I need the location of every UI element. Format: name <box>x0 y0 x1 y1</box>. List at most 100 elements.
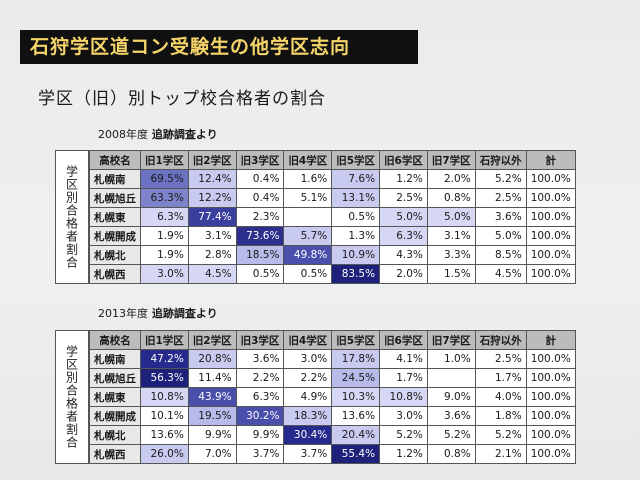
table-row: 札幌南 69.5% 12.4% 0.4% 1.6% 7.6% 1.2% 2.0% 5.2% 100… <box>89 169 576 189</box>
percent-cell: 5.2% <box>379 425 428 445</box>
column-header: 計 <box>525 150 576 170</box>
table-2008-body: 札幌南 69.5% 12.4% 0.4% 1.6% 7.6% 1.2% 2.0% 5.2% 100… <box>89 169 576 284</box>
percent-cell: 19.5% <box>187 406 237 426</box>
column-header: 旧7学区 <box>426 150 476 170</box>
school-name-cell: 札幌西 <box>89 444 141 464</box>
column-header: 旧7学区 <box>426 330 476 350</box>
percent-cell: 3.3% <box>426 245 476 265</box>
percent-cell: 17.8% <box>331 349 381 369</box>
table-row: 札幌旭丘 56.3% 11.4% 2.2% 2.2% 24.5% 1.7% 1.7% 100.0… <box>89 368 576 388</box>
percent-cell: 4.3% <box>379 245 428 265</box>
table-row: 札幌西 3.0% 4.5% 0.5% 0.5% 83.5% 2.0% 1.5% 4.5% 100.… <box>89 264 576 284</box>
percent-cell: 47.2% <box>140 349 189 369</box>
percent-cell: 4.5% <box>187 264 237 284</box>
percent-cell: 1.2% <box>379 169 428 189</box>
total-cell: 100.0% <box>525 368 576 388</box>
column-header: 旧6学区 <box>379 330 428 350</box>
percent-cell: 5.0% <box>379 207 428 227</box>
percent-cell: 2.5% <box>379 188 428 208</box>
percent-cell: 49.8% <box>283 245 333 265</box>
percent-cell: 5.7% <box>283 226 333 246</box>
percent-cell: 1.5% <box>426 264 476 284</box>
school-name-cell: 札幌北 <box>89 245 141 265</box>
percent-cell: 3.0% <box>283 349 333 369</box>
percent-cell: 0.5% <box>235 264 285 284</box>
school-name-cell: 札幌南 <box>89 349 141 369</box>
table-2013-side-label: 学区別合格者割合 <box>55 330 89 464</box>
table-2013: 高校名 旧1学区 旧2学区 旧3学区 旧4学区 旧5学区 旧6学区 旧7学区 石狩以外計 札幌南… <box>89 330 576 464</box>
percent-cell: 1.0% <box>426 349 476 369</box>
table-row: 札幌開成 10.1% 19.5% 30.2% 18.3% 13.6% 3.0% 3.6% 1.8… <box>89 406 576 426</box>
percent-cell: 10.3% <box>331 387 381 407</box>
percent-cell: 3.1% <box>426 226 476 246</box>
school-name-cell: 札幌開成 <box>89 406 141 426</box>
total-cell: 100.0% <box>525 226 576 246</box>
table-2013-source: 追跡調査より <box>151 307 218 320</box>
percent-cell: 1.2% <box>379 444 428 464</box>
school-name-cell: 札幌東 <box>89 207 141 227</box>
percent-cell: 13.1% <box>331 188 381 208</box>
percent-cell: 12.4% <box>187 169 237 189</box>
percent-cell: 5.2% <box>474 169 527 189</box>
percent-cell: 0.5% <box>331 207 381 227</box>
percent-cell: 3.6% <box>474 207 527 227</box>
percent-cell: 2.3% <box>235 207 285 227</box>
column-header: 高校名 <box>89 330 141 350</box>
percent-cell: 18.3% <box>283 406 333 426</box>
percent-cell: 2.2% <box>235 368 285 388</box>
table-2013-header-row: 高校名 旧1学区 旧2学区 旧3学区 旧4学区 旧5学区 旧6学区 旧7学区 石狩以外計 <box>89 330 576 350</box>
total-cell: 100.0% <box>525 425 576 445</box>
percent-cell: 9.0% <box>426 387 476 407</box>
table-2013-year: 2013年度 <box>98 307 148 320</box>
percent-cell: 10.8% <box>140 387 189 407</box>
percent-cell: 4.0% <box>474 387 527 407</box>
percent-cell: 0.8% <box>426 188 476 208</box>
school-name-cell: 札幌西 <box>89 264 141 284</box>
column-header: 高校名 <box>89 150 141 170</box>
percent-cell: 69.5% <box>140 169 189 189</box>
percent-cell: 3.7% <box>283 444 333 464</box>
school-name-cell: 札幌北 <box>89 425 141 445</box>
percent-cell: 55.4% <box>331 444 381 464</box>
percent-cell: 1.9% <box>140 226 189 246</box>
percent-cell: 4.9% <box>283 387 333 407</box>
percent-cell: 0.5% <box>283 264 333 284</box>
column-header: 旧4学区 <box>283 330 333 350</box>
column-header: 旧3学区 <box>235 330 285 350</box>
percent-cell: 43.9% <box>187 387 237 407</box>
percent-cell: 0.4% <box>235 169 285 189</box>
percent-cell: 10.9% <box>331 245 381 265</box>
column-header: 旧6学区 <box>379 150 428 170</box>
percent-cell: 3.6% <box>426 406 476 426</box>
percent-cell: 20.4% <box>331 425 381 445</box>
percent-cell: 24.5% <box>331 368 381 388</box>
percent-cell: 30.2% <box>235 406 285 426</box>
percent-cell: 2.8% <box>187 245 237 265</box>
percent-cell: 5.1% <box>283 188 333 208</box>
column-header: 旧4学区 <box>283 150 333 170</box>
percent-cell: 26.0% <box>140 444 189 464</box>
percent-cell: 5.2% <box>426 425 476 445</box>
column-header: 旧1学区 <box>140 150 189 170</box>
percent-cell: 5.0% <box>474 226 527 246</box>
percent-cell: 20.8% <box>187 349 237 369</box>
percent-cell <box>426 368 476 388</box>
percent-cell: 3.0% <box>140 264 189 284</box>
school-name-cell: 札幌南 <box>89 169 141 189</box>
percent-cell: 13.6% <box>331 406 381 426</box>
page-title: 石狩学区道コン受験生の他学区志向 <box>30 36 351 58</box>
section-subtitle: 学区（旧）別トップ校合格者の割合 <box>38 89 326 109</box>
percent-cell: 9.9% <box>235 425 285 445</box>
table-row: 札幌東 6.3% 77.4% 2.3% 0.5% 5.0% 5.0% 3.6% 100.0% <box>89 207 576 227</box>
table-2013-body: 札幌南 47.2% 20.8% 3.6% 3.0% 17.8% 4.1% 1.0% 2.5% 10… <box>89 349 576 464</box>
table-2008-header-row: 高校名 旧1学区 旧2学区 旧3学区 旧4学区 旧5学区 旧6学区 旧7学区 石狩以外計 <box>89 150 576 170</box>
table-row: 札幌北 13.6% 9.9% 9.9% 30.4% 20.4% 5.2% 5.2% 5.2% 10… <box>89 425 576 445</box>
side-label-text: 学区別合格者割合 <box>64 165 79 269</box>
percent-cell: 77.4% <box>187 207 237 227</box>
percent-cell: 1.9% <box>140 245 189 265</box>
table-2008: 高校名 旧1学区 旧2学区 旧3学区 旧4学区 旧5学区 旧6学区 旧7学区 石狩以外計 札幌南… <box>89 150 576 284</box>
percent-cell: 1.8% <box>474 406 527 426</box>
percent-cell: 3.0% <box>379 406 428 426</box>
percent-cell: 0.8% <box>426 444 476 464</box>
percent-cell: 83.5% <box>331 264 381 284</box>
